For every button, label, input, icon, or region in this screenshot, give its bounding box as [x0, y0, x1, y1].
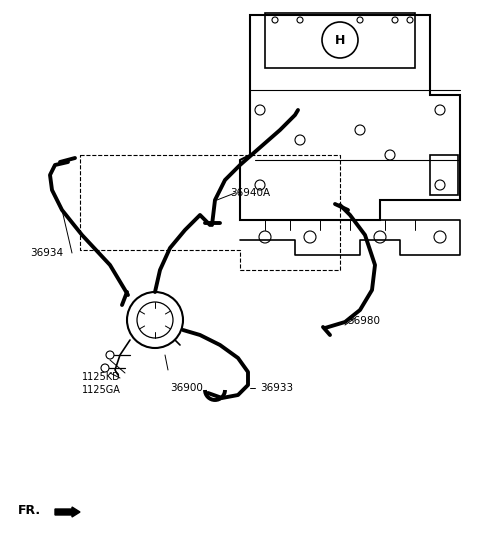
- FancyArrow shape: [55, 507, 80, 517]
- Text: 1125KD: 1125KD: [82, 372, 121, 382]
- Text: 36934: 36934: [30, 248, 63, 258]
- Text: FR.: FR.: [18, 504, 41, 516]
- Text: 36940A: 36940A: [230, 188, 270, 198]
- Text: 36980: 36980: [347, 316, 380, 326]
- Text: H: H: [335, 33, 345, 47]
- Text: 36900: 36900: [170, 383, 203, 393]
- Text: 36933: 36933: [260, 383, 293, 393]
- Text: 1125GA: 1125GA: [82, 385, 121, 395]
